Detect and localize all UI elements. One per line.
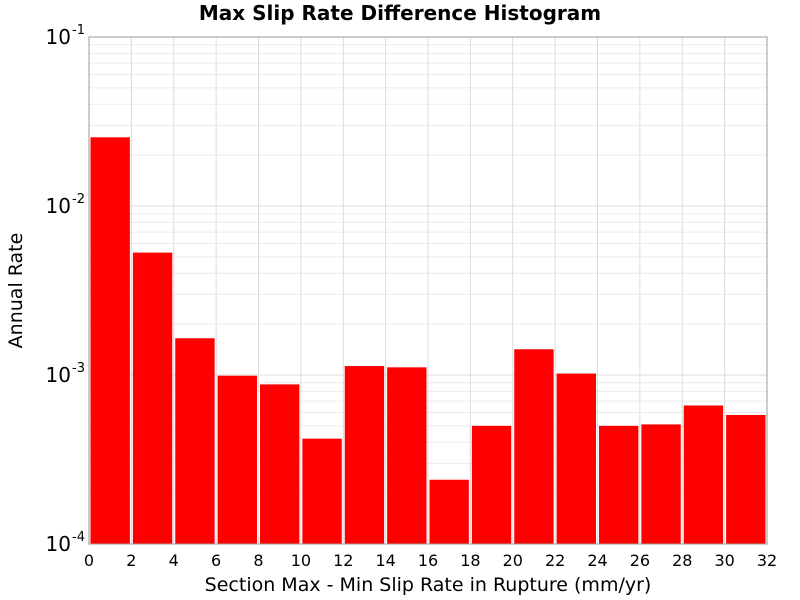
x-tick-label: 8 [253,551,263,570]
histogram-bar [90,137,130,544]
x-tick-label: 12 [333,551,353,570]
x-tick-label: 0 [84,551,94,570]
histogram-bar [344,366,385,544]
y-tick-label: 10 -3 [46,361,85,387]
y-tick-base: 10 [46,25,71,49]
histogram-bar [683,405,724,544]
x-tick-label: 24 [587,551,607,570]
x-tick-label: 26 [630,551,650,570]
histogram-bar [641,424,681,544]
histogram-bar [132,252,173,544]
histogram-bar [217,375,257,544]
histogram-bar [726,414,766,544]
histogram-bar [556,373,596,544]
y-tick-base: 10 [46,194,71,218]
x-tick-label: 14 [375,551,395,570]
y-tick-label: 10 -1 [46,23,85,49]
x-tick-label: 32 [757,551,777,570]
y-tick-exponent: -3 [72,361,85,376]
x-tick-label: 4 [169,551,179,570]
histogram-bar [514,349,554,544]
x-tick-label: 6 [211,551,221,570]
x-tick-label: 30 [714,551,734,570]
chart-title: Max Slip Rate Difference Histogram [199,1,601,25]
y-tick-exponent: -4 [72,530,85,545]
histogram-bar [260,384,300,544]
x-tick-label: 2 [126,551,136,570]
x-axis-ticks: 0 2 4 6 8 10 12 14 16 18 20 22 24 26 28 30 32 [84,551,777,570]
y-tick-base: 10 [46,363,71,387]
histogram-bar [429,479,469,544]
y-axis-ticks: 10-410-310-210-1 [46,23,85,556]
histogram-bar [471,425,512,544]
x-tick-label: 18 [460,551,480,570]
y-tick-label: 10 -4 [46,530,85,556]
y-tick-exponent: -2 [72,192,85,207]
histogram-bar [599,425,639,544]
bars [90,137,766,544]
plot-area-border [88,36,768,545]
x-tick-label: 10 [291,551,311,570]
x-tick-label: 28 [672,551,692,570]
y-tick-exponent: -1 [72,23,85,38]
y-axis-label: Annual Rate [5,233,27,349]
x-tick-label: 16 [418,551,438,570]
x-tick-label: 22 [545,551,565,570]
y-tick-base: 10 [46,532,71,556]
histogram-bar [387,367,427,544]
histogram-bar [302,438,342,544]
histogram-bar [175,338,215,544]
x-tick-label: 20 [503,551,523,570]
x-axis-label: Section Max - Min Slip Rate in Rupture (… [205,574,652,596]
y-tick-label: 10 -2 [46,192,85,218]
